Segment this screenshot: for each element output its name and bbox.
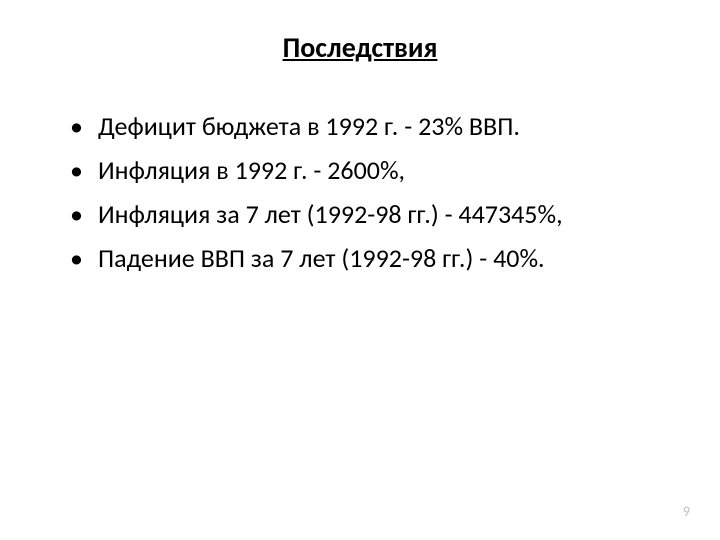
slide-container: Последствия Дефицит бюджета в 1992 г. - … bbox=[0, 0, 720, 540]
bullet-item: Падение ВВП за 7 лет (1992-98 гг.) - 40%… bbox=[70, 242, 680, 274]
bullet-item: Инфляция в 1992 г. - 2600%, bbox=[70, 154, 680, 186]
bullet-item: Инфляция за 7 лет (1992-98 гг.) - 447345… bbox=[70, 198, 680, 230]
bullet-list: Дефицит бюджета в 1992 г. - 23% ВВП. Инф… bbox=[40, 110, 680, 274]
bullet-item: Дефицит бюджета в 1992 г. - 23% ВВП. bbox=[70, 110, 680, 142]
slide-title: Последствия bbox=[40, 30, 680, 65]
page-number: 9 bbox=[683, 503, 690, 520]
